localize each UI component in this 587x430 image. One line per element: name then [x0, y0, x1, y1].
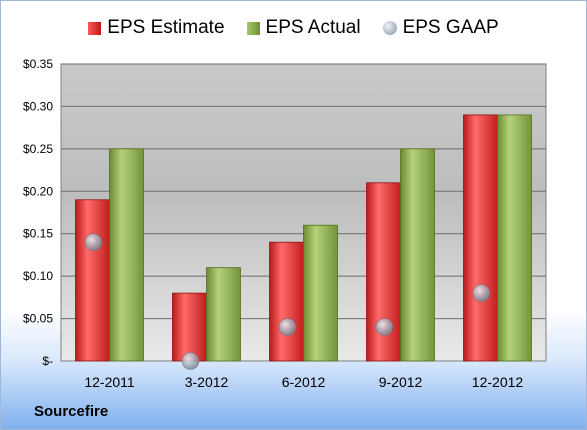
legend-swatch-actual	[246, 21, 260, 35]
x-tick-label: 9-2012	[379, 374, 423, 390]
legend-swatch-gaap	[382, 21, 397, 35]
y-tick-label: $0.35	[23, 57, 53, 71]
y-tick-label: $0.30	[23, 99, 53, 113]
legend-item-actual: EPS Actual	[246, 17, 361, 39]
legend-label-actual: EPS Actual	[265, 17, 361, 38]
actual-bar	[400, 148, 435, 362]
gaap-marker	[375, 318, 394, 336]
x-tick-label: 12-2012	[472, 374, 524, 390]
legend-swatch-estimate	[88, 21, 102, 35]
gaap-marker	[472, 284, 491, 302]
x-tick-label: 12-2011	[84, 374, 135, 390]
legend: EPS Estimate EPS Actual EPS GAAP	[1, 17, 586, 39]
estimate-bar	[172, 292, 207, 362]
y-axis-ticks: $- $0.05 $0.10 $0.15 $0.20 $0.25 $0.30 $0.35	[23, 57, 53, 368]
gaap-marker	[278, 318, 297, 336]
actual-bar	[303, 224, 338, 362]
gaap-markers	[84, 233, 491, 370]
y-tick-label: $-	[42, 354, 53, 368]
y-tick-label: $0.25	[23, 142, 53, 156]
actual-bar	[109, 148, 144, 362]
gaap-marker	[84, 233, 103, 251]
x-tick-label: 6-2012	[282, 374, 326, 390]
y-tick-label: $0.15	[23, 227, 53, 241]
source-label: Sourcefire	[34, 403, 109, 420]
y-tick-label: $0.10	[23, 269, 53, 283]
estimate-bar	[269, 241, 304, 362]
x-tick-label: 3-2012	[185, 374, 229, 390]
legend-label-gaap: EPS GAAP	[402, 17, 499, 38]
y-tick-label: $0.20	[23, 184, 53, 198]
legend-label-estimate: EPS Estimate	[107, 17, 225, 38]
legend-item-estimate: EPS Estimate	[88, 17, 225, 39]
actual-bar	[206, 267, 241, 362]
estimate-bar	[463, 114, 498, 362]
x-axis-ticks: 12-2011 3-2012 6-2012 9-2012 12-2012	[84, 374, 523, 390]
actual-bar	[497, 114, 532, 362]
legend-item-gaap: EPS GAAP	[382, 17, 499, 39]
y-tick-label: $0.05	[23, 312, 53, 326]
estimate-bar	[75, 199, 110, 362]
bars	[75, 114, 532, 362]
gaap-marker	[181, 352, 200, 370]
